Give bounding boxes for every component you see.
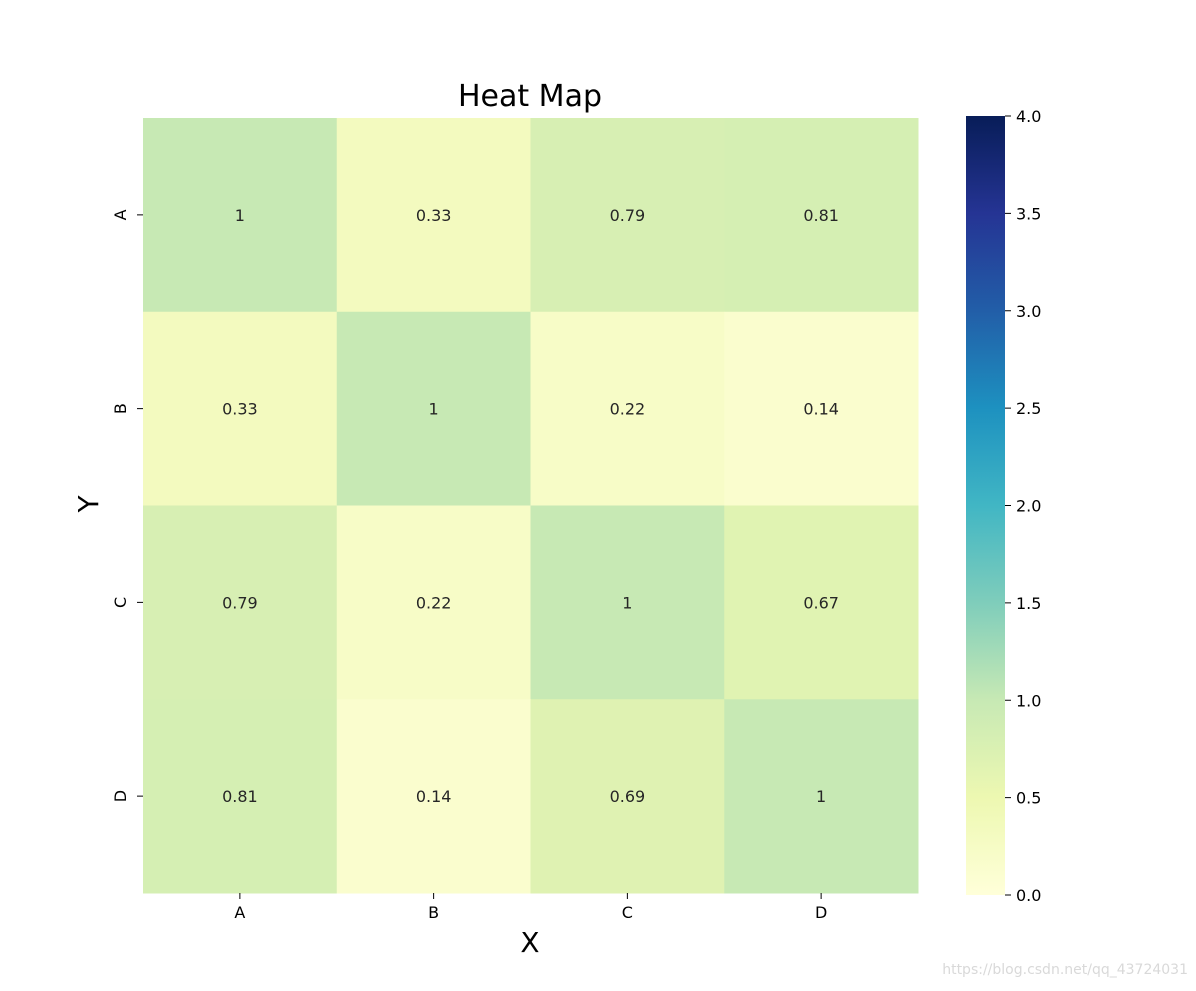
colorbar-tick-label: 0.5 xyxy=(1016,789,1041,808)
heatmap-cell xyxy=(336,311,531,506)
x-axis-ticks: A B C D xyxy=(234,893,827,922)
y-tick-label: D xyxy=(111,790,130,802)
colorbar xyxy=(966,116,1005,895)
y-tick-label: C xyxy=(111,597,130,608)
x-tick-label: B xyxy=(428,903,439,922)
x-tick-label: C xyxy=(622,903,633,922)
colorbar-tick-label: 2.5 xyxy=(1016,399,1041,418)
watermark: https://blog.csdn.net/qq_43724031 xyxy=(942,962,1188,978)
heatmap-cell xyxy=(336,505,531,700)
heatmap-cell xyxy=(143,505,338,700)
heatmap-cell xyxy=(143,699,338,894)
chart-title: Heat Map xyxy=(458,79,602,114)
colorbar-tick-label: 4.0 xyxy=(1016,107,1041,126)
cell-value-label: 1 xyxy=(816,787,826,806)
x-tick-label: A xyxy=(234,903,245,922)
cell-value-label: 1 xyxy=(622,593,632,612)
heatmap-cell xyxy=(724,118,919,313)
cell-value-label: 1 xyxy=(429,400,439,419)
heatmap-cell xyxy=(724,505,919,700)
y-axis-label: Y xyxy=(72,495,105,514)
y-axis-ticks: A B C D xyxy=(111,209,143,802)
heatmap-cell xyxy=(143,311,338,506)
heatmap-cell xyxy=(530,311,725,506)
cell-value-label: 0.79 xyxy=(222,593,258,612)
colorbar-ticks: 0.0 0.5 1.0 1.5 2.0 2.5 3.0 3.5 4.0 xyxy=(1005,107,1041,905)
cell-value-label: 0.33 xyxy=(222,400,258,419)
heatmap-cell xyxy=(143,118,338,313)
colorbar-tick-label: 1.0 xyxy=(1016,691,1041,710)
x-axis-label: X xyxy=(520,926,539,959)
heatmap-cell xyxy=(336,699,531,894)
cell-value-label: 0.14 xyxy=(416,787,452,806)
cell-value-label: 0.81 xyxy=(803,206,839,225)
x-tick-label: D xyxy=(815,903,827,922)
cell-value-label: 0.22 xyxy=(610,400,646,419)
y-tick-label: A xyxy=(111,209,130,220)
cell-value-label: 0.79 xyxy=(610,206,646,225)
colorbar-tick-label: 3.5 xyxy=(1016,204,1041,223)
colorbar-tick-label: 3.0 xyxy=(1016,302,1041,321)
y-tick-label: B xyxy=(111,403,130,414)
cell-value-label: 0.22 xyxy=(416,593,452,612)
heatmap-cell xyxy=(336,118,531,313)
cell-value-label: 0.33 xyxy=(416,206,452,225)
cell-value-label: 1 xyxy=(235,206,245,225)
cell-value-label: 0.67 xyxy=(803,593,839,612)
heatmap-cell xyxy=(530,118,725,313)
cell-value-label: 0.81 xyxy=(222,787,258,806)
heatmap-cell xyxy=(724,311,919,506)
heatmap-cell xyxy=(724,699,919,894)
colorbar-tick-label: 2.0 xyxy=(1016,497,1041,516)
heatmap-cell xyxy=(530,699,725,894)
colorbar-tick-label: 0.0 xyxy=(1016,886,1041,905)
heatmap-cells: 1 0.33 0.79 0.81 0.33 1 0.22 0.14 0.79 0.22 1 0.67 0… xyxy=(143,118,919,894)
cell-value-label: 0.69 xyxy=(610,787,646,806)
colorbar-tick-label: 1.5 xyxy=(1016,594,1041,613)
cell-value-label: 0.14 xyxy=(803,400,839,419)
heatmap-cell xyxy=(530,505,725,700)
